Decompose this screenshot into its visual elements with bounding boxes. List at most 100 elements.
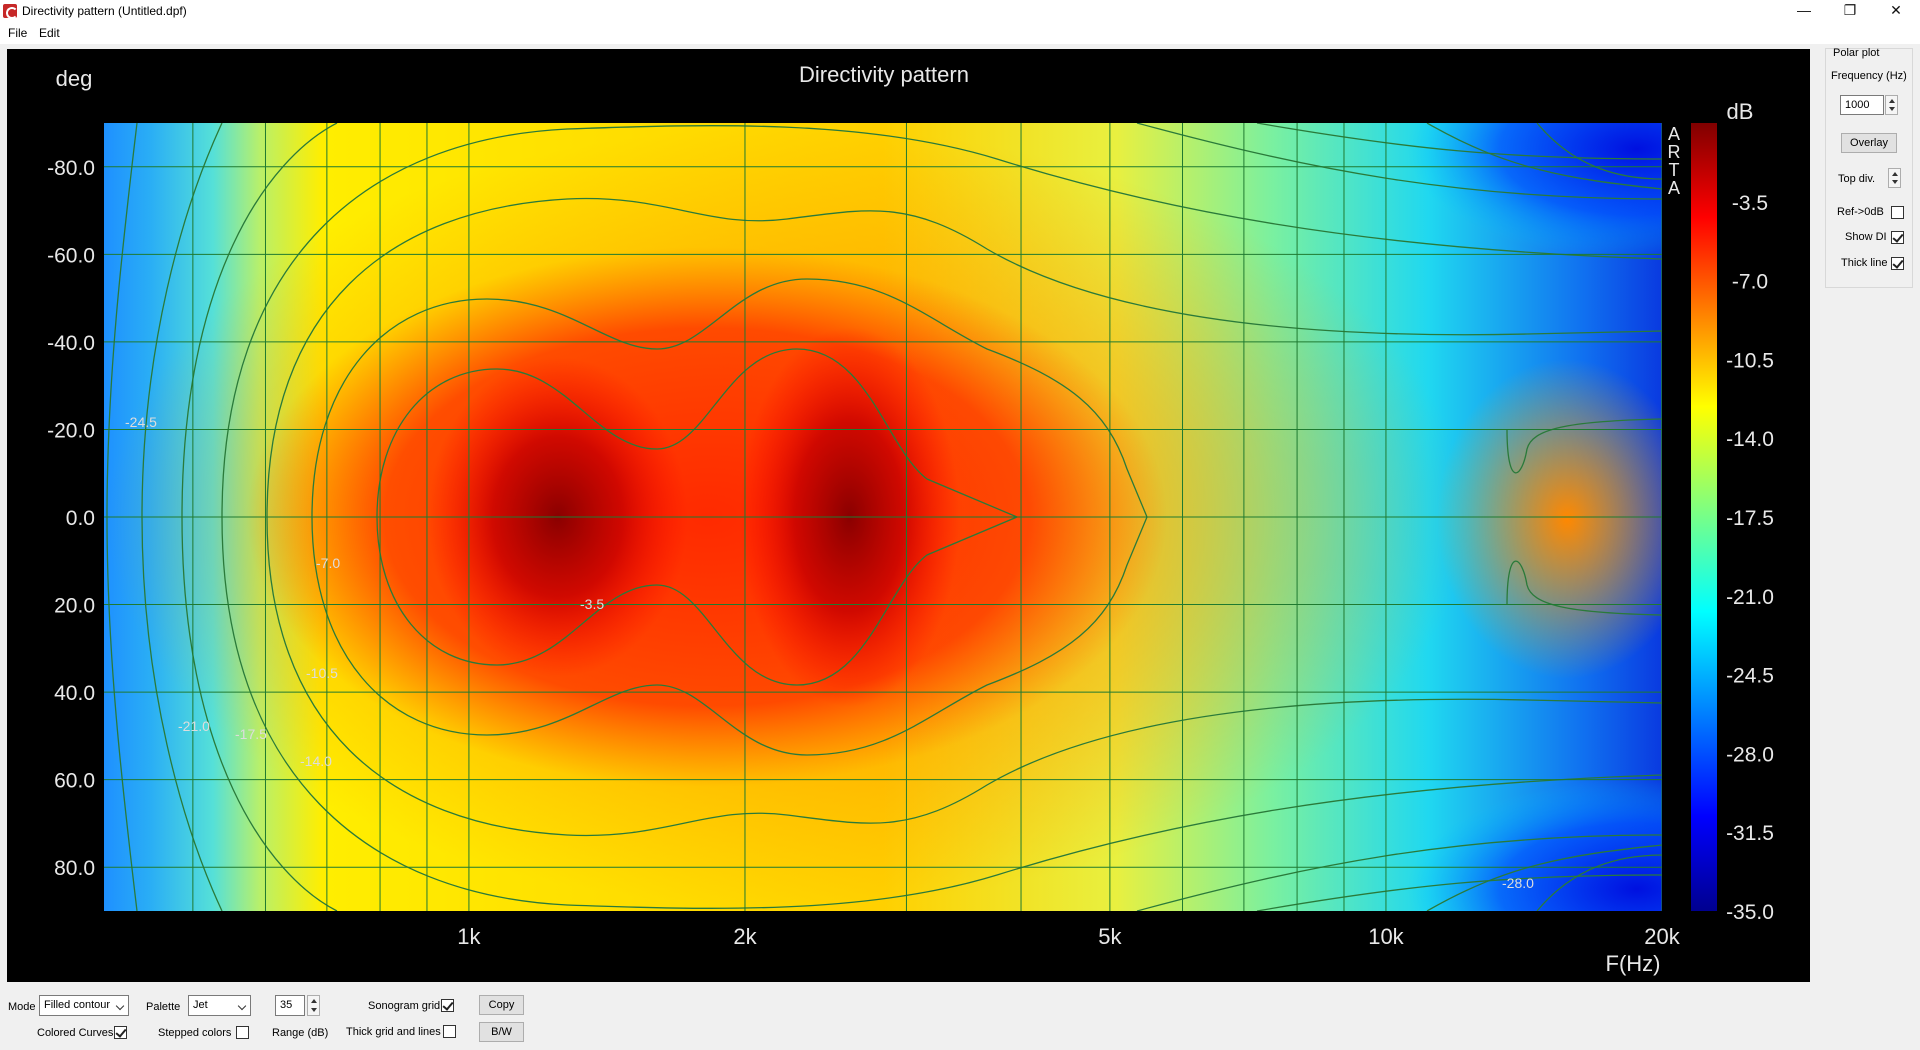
x-tick-label: 1k — [457, 924, 481, 949]
colorbar-tick-label: -14.0 — [1726, 428, 1774, 451]
polar-plot-group — [1825, 48, 1913, 288]
heatmap-blue-corner-bottom — [1407, 779, 1662, 911]
y-tick-label: 20.0 — [54, 595, 95, 618]
polar-plot-label: Polar plot — [1833, 47, 1880, 59]
window-title: Directivity pattern (Untitled.dpf) — [22, 4, 187, 18]
menu-bar: File Edit — [0, 22, 1920, 44]
overlay-button[interactable]: Overlay — [1841, 133, 1897, 153]
colorbar-ticks: -3.5 -7.0 -10.5 -14.0 -17.5 -21.0 -24.5 -28.0 -3… — [1726, 192, 1774, 924]
arta-letter: T — [1669, 160, 1680, 180]
arta-letter: A — [1668, 124, 1680, 144]
top-div-spinner[interactable] — [1888, 168, 1901, 188]
mode-label: Mode — [8, 1001, 36, 1013]
show-di-checkbox[interactable] — [1891, 231, 1904, 244]
palette-select[interactable]: Jet — [188, 995, 251, 1016]
contour-label: -17.5 — [235, 726, 267, 742]
colorbar-tick-label: -35.0 — [1726, 901, 1774, 924]
contour-curves — [106, 123, 1662, 911]
bottom-controls: Mode Filled contour Palette Jet 35 Range… — [0, 990, 1920, 1050]
x-tick-label: 10k — [1368, 924, 1404, 949]
frequency-spinner[interactable] — [1885, 95, 1898, 115]
x-tick-label: 2k — [733, 924, 757, 949]
heatmap-blue-corner-top — [1407, 123, 1662, 259]
colorbar-tick-label: -10.5 — [1726, 349, 1774, 372]
arta-letter: A — [1668, 178, 1680, 198]
colorbar-tick-label: -7.0 — [1732, 271, 1768, 294]
heatmap-orange-region — [1437, 359, 1662, 679]
thick-line-checkbox[interactable] — [1891, 257, 1904, 270]
stepped-colors-checkbox[interactable] — [236, 1026, 249, 1039]
contour-label: -24.5 — [125, 414, 157, 430]
stepped-colors-label: Stepped colors — [158, 1027, 232, 1039]
thick-line-label: Thick line — [1841, 257, 1888, 269]
chart-title: Directivity pattern — [799, 62, 969, 87]
colorbar-tick-label: -21.0 — [1726, 586, 1774, 609]
contour-label: -10.5 — [306, 665, 338, 681]
contour-14-0 — [221, 125, 1662, 909]
title-bar: Directivity pattern (Untitled.dpf) — ❐ ✕ — [0, 0, 1920, 22]
colored-curves-checkbox[interactable] — [114, 1026, 127, 1039]
directivity-plot-svg: Directivity pattern deg F(Hz) — [47, 62, 1774, 976]
show-di-label: Show DI — [1845, 231, 1887, 243]
app-icon — [3, 4, 18, 19]
y-axis-ticks: -80.0 -60.0 -40.0 -20.0 0.0 20.0 40.0 60.0 80.0 — [47, 157, 95, 880]
contour-21-0 — [141, 123, 1662, 911]
thick-grid-checkbox[interactable] — [443, 1025, 456, 1038]
mode-select[interactable]: Filled contour — [39, 995, 129, 1016]
x-tick-label: 20k — [1644, 924, 1680, 949]
restore-button[interactable]: ❐ — [1843, 2, 1857, 18]
y-tick-label: -20.0 — [47, 419, 95, 442]
colored-curves-label: Colored Curves — [37, 1027, 114, 1039]
y-tick-label: 0.0 — [66, 507, 95, 530]
contour-10-5 — [266, 197, 1662, 837]
colorbar-unit: dB — [1727, 99, 1754, 124]
sonogram-grid-label: Sonogram grid — [368, 1000, 441, 1012]
close-button[interactable]: ✕ — [1890, 2, 1902, 18]
thick-grid-label: Thick grid and lines — [346, 1026, 441, 1038]
contour-17-5 — [181, 123, 1662, 911]
y-tick-label: 40.0 — [54, 682, 95, 705]
colorbar-tick-label: -31.5 — [1726, 822, 1774, 845]
colorbar-tick-label: -28.0 — [1726, 743, 1774, 766]
grid-lines — [104, 123, 1662, 911]
x-axis-label: F(Hz) — [1606, 951, 1661, 976]
y-tick-label: -40.0 — [47, 332, 95, 355]
menu-file[interactable]: File — [8, 26, 28, 40]
colorbar-tick-label: -3.5 — [1732, 192, 1768, 215]
y-tick-label: -60.0 — [47, 244, 95, 267]
range-spinner[interactable] — [307, 995, 320, 1016]
colorbar — [1691, 123, 1717, 911]
ref-0db-label: Ref->0dB — [1837, 206, 1884, 218]
minimize-button[interactable]: — — [1797, 2, 1811, 18]
frequency-label: Frequency (Hz) — [1831, 70, 1907, 82]
polar-plot-panel: Polar plot Frequency (Hz) 1000 Overlay T… — [1822, 44, 1920, 288]
y-tick-label: -80.0 — [47, 157, 95, 180]
contour-label: -3.5 — [580, 596, 604, 612]
arta-letter: R — [1668, 142, 1681, 162]
bw-button[interactable]: B/W — [479, 1022, 524, 1042]
y-axis-label: deg — [56, 66, 93, 91]
sonogram-grid-checkbox[interactable] — [441, 999, 454, 1012]
contour-label: -7.0 — [316, 555, 340, 571]
y-tick-label: 80.0 — [54, 857, 95, 880]
contour-right-notch — [1506, 418, 1662, 616]
range-label: Range (dB) — [272, 1027, 329, 1039]
contour-label: -14.0 — [300, 753, 332, 769]
top-div-label: Top div. — [1838, 173, 1876, 185]
x-axis-ticks: 1k 2k 5k 10k 20k — [457, 924, 1680, 949]
contour-24-5 — [106, 123, 1662, 911]
range-input[interactable]: 35 — [275, 995, 305, 1016]
contour-28-0 — [1536, 123, 1662, 911]
frequency-input[interactable]: 1000 — [1840, 95, 1884, 115]
heatmap-field — [104, 123, 1662, 911]
palette-label: Palette — [146, 1001, 181, 1013]
contour-label: -21.0 — [178, 718, 210, 734]
contour-labels: -24.5 -7.0 -3.5 -10.5 -21.0 -17.5 -14.0 … — [125, 414, 1534, 891]
menu-edit[interactable]: Edit — [39, 26, 60, 40]
copy-button[interactable]: Copy — [479, 995, 524, 1015]
y-tick-label: 60.0 — [54, 770, 95, 793]
ref-0db-checkbox[interactable] — [1891, 206, 1904, 219]
colorbar-tick-label: -24.5 — [1726, 665, 1774, 688]
directivity-plot[interactable]: Directivity pattern deg F(Hz) — [7, 49, 1810, 982]
